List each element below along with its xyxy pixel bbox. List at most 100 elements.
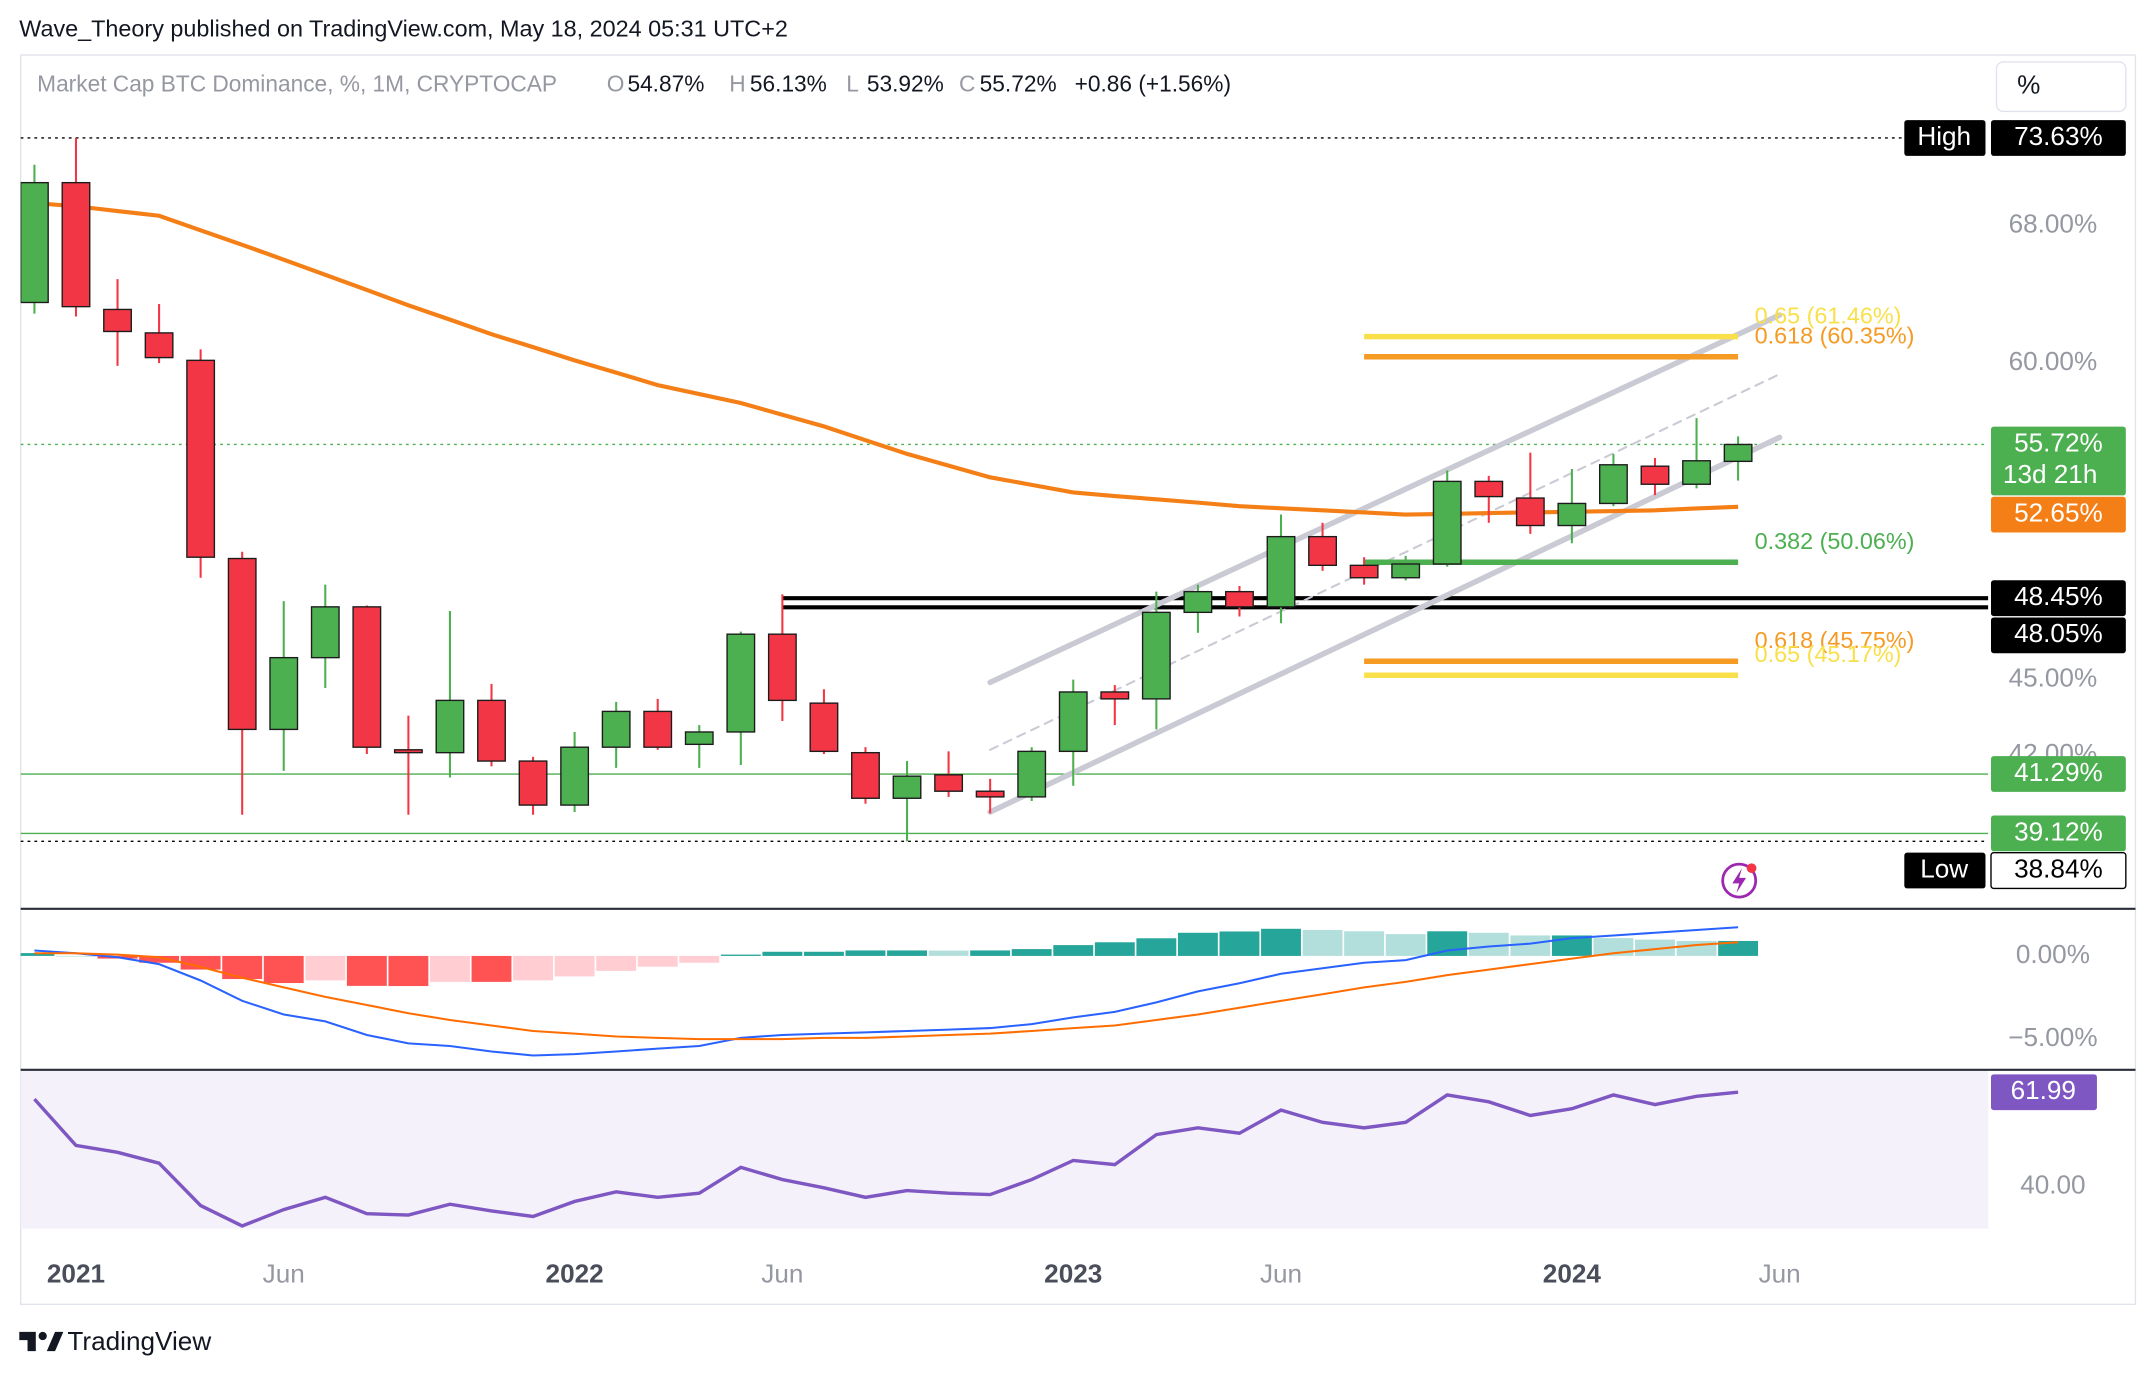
macd-histogram-bar	[1219, 931, 1260, 956]
candle-body	[892, 775, 922, 799]
price-label: 38.84%	[2014, 853, 2103, 883]
channel-line	[987, 434, 1783, 815]
price-tag: High	[1917, 121, 1971, 151]
x-tick-label: 2024	[1543, 1258, 1602, 1288]
channel-line	[989, 373, 1781, 751]
rsi-pane	[33, 1090, 1739, 1228]
macd-tick-label: 0.00%	[2016, 939, 2090, 969]
macd-histogram-bar	[1468, 932, 1509, 956]
candle-body	[1598, 464, 1628, 505]
y-tick-label: 68.00%	[2009, 208, 2098, 238]
price-tag: Low	[1920, 853, 1968, 883]
price-pane: 0.65 (61.46%)0.618 (60.35%) 0.382 (50.06%…	[20, 137, 1989, 842]
macd-histogram-bar	[554, 955, 595, 977]
macd-histogram-bar	[139, 955, 180, 963]
rsi-tick-label: 40.00	[2020, 1169, 2085, 1199]
macd-histogram-bar	[1427, 931, 1468, 956]
price-label-box	[1990, 496, 2126, 533]
candle-body	[1266, 535, 1296, 608]
macd-histogram-bar	[1053, 945, 1094, 956]
chart-title: Market Cap BTC Dominance, %, 1M, CRYPTOC…	[37, 70, 557, 96]
candle-body	[1474, 480, 1504, 498]
channel-line	[987, 312, 1783, 686]
fib-label: 0.65 (45.17%)	[1755, 641, 1902, 667]
macd-histogram-bar	[471, 955, 512, 982]
candle-body	[684, 731, 714, 746]
macd-histogram-bar	[222, 955, 263, 980]
price-label-sub: 13d 21h	[2003, 459, 2097, 489]
macd-histogram-bar	[1344, 931, 1385, 956]
price-label: 39.12%	[2014, 816, 2103, 846]
publisher-line: Wave_Theory published on TradingView.com…	[19, 15, 788, 41]
legend-change: +0.86 (+1.56%)	[1075, 70, 1231, 96]
brand-name: TradingView	[67, 1326, 211, 1356]
scale-button[interactable]	[1995, 61, 2127, 113]
macd-signal-line	[34, 941, 1739, 1041]
candle-body	[851, 751, 880, 799]
macd-histogram-bar	[845, 950, 886, 956]
macd-histogram-bar	[1011, 949, 1052, 956]
fib-label: 0.618 (45.75%)	[1755, 627, 1915, 653]
candle-body	[144, 332, 174, 359]
macd-histogram-bar	[513, 955, 554, 981]
candle-body	[61, 181, 91, 308]
macd-histogram-bar	[887, 950, 927, 956]
candle-body	[1017, 750, 1047, 798]
candle-body	[767, 633, 797, 702]
candle-body	[560, 746, 590, 806]
axes: 68.00%60.00%45.00%42.00%0.00%−5.00%40.00…	[47, 208, 2098, 1288]
candle-body	[975, 790, 1005, 798]
macd-histogram-bar	[1718, 940, 1759, 956]
macd-histogram-bar	[970, 950, 1011, 956]
candle-body	[20, 181, 49, 304]
candle-body	[1225, 590, 1254, 608]
candle-body	[601, 710, 631, 748]
macd-histogram-bar	[1510, 935, 1551, 956]
macd-histogram-bar	[180, 955, 221, 970]
macd-pane	[20, 926, 1759, 1057]
price-label-box	[1990, 120, 2126, 156]
price-label-box	[1990, 815, 2126, 852]
macd-histogram-bar	[56, 955, 96, 957]
x-tick-label: Jun	[761, 1258, 803, 1288]
x-tick-label: 2022	[546, 1258, 604, 1288]
candle-body	[1557, 502, 1587, 527]
candle-body	[643, 710, 673, 748]
macd-histogram-bar	[20, 953, 55, 956]
legend-key: L	[846, 70, 859, 96]
price-label-box	[1990, 617, 2126, 654]
macd-macd-line	[34, 926, 1739, 1057]
scale-button-label[interactable]: %	[2017, 70, 2040, 100]
macd-histogram-bar	[762, 951, 803, 956]
rsi-line	[33, 1090, 1739, 1228]
macd-histogram-bar	[1385, 934, 1426, 956]
legend-value: 54.87%	[627, 70, 704, 96]
legend-key: O	[607, 70, 625, 96]
fib-label: 0.382 (50.06%)	[1755, 528, 1915, 554]
macd-histogram-bar	[1177, 932, 1218, 956]
candle-body	[726, 633, 756, 733]
macd-histogram-bar	[1094, 942, 1135, 956]
x-tick-label: 2023	[1044, 1258, 1102, 1288]
candle-body	[269, 656, 299, 731]
x-tick-label: Jun	[1759, 1258, 1801, 1288]
candle-body	[1682, 460, 1711, 485]
macd-histogram-bar	[928, 950, 969, 956]
price-label: 52.65%	[2014, 498, 2103, 528]
candle-body	[186, 359, 216, 558]
candle-body	[227, 557, 257, 731]
candle-body	[1515, 497, 1545, 527]
candle-body	[934, 774, 964, 792]
candle-body	[1640, 465, 1670, 485]
candle-body	[1308, 535, 1338, 567]
x-tick-label: Jun	[1260, 1258, 1302, 1288]
candle-body	[477, 699, 506, 762]
price-label-box	[1990, 426, 2126, 496]
legend-value: 53.92%	[867, 70, 944, 96]
rsi-value-box	[1990, 1074, 2097, 1111]
macd-histogram-bar	[679, 955, 720, 963]
price-label: 48.05%	[2014, 618, 2103, 648]
candle-body	[1183, 590, 1213, 614]
macd-histogram-bar	[637, 955, 678, 967]
